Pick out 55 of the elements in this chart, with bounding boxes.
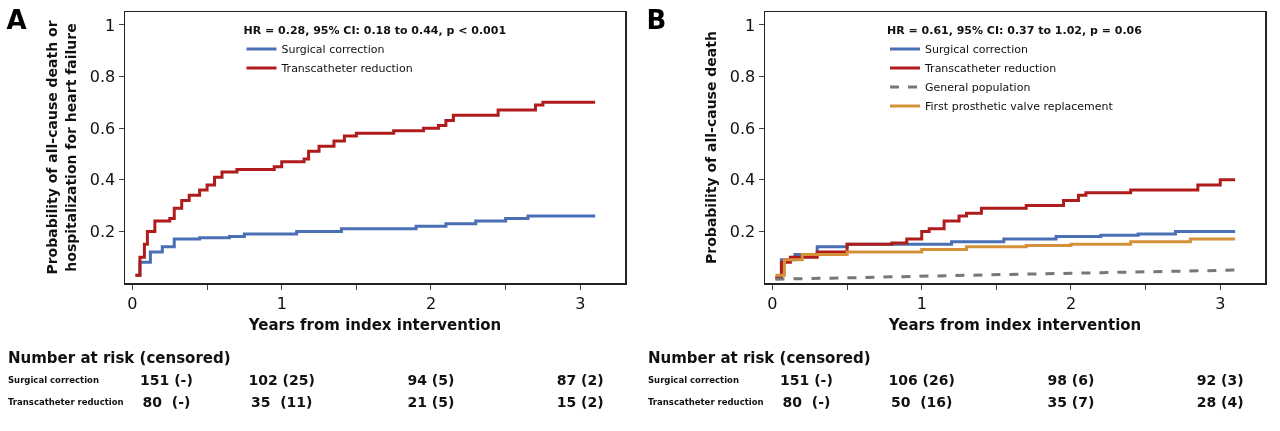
legend-label: General population	[925, 81, 1031, 95]
text: 151 (-)	[780, 372, 833, 388]
text: 28 (4)	[1196, 394, 1244, 410]
text: 94 (5)	[407, 372, 455, 388]
legend-title: HR = 0.61, 95% CI: 0.37 to 1.02, p = 0.06	[887, 24, 1143, 38]
legend-label: Transcatheter reduction	[280, 62, 413, 76]
text: 35 (11)	[250, 394, 313, 410]
y-tick-label: 0.6	[729, 118, 756, 138]
text: Surgical correction	[648, 375, 739, 385]
chart-title: B	[646, 4, 667, 35]
x-axis-title: Years from index intervention	[887, 316, 1142, 335]
chart-title: A	[6, 4, 27, 35]
x-axis-title: Years from index intervention	[247, 316, 502, 335]
legend-label: First prosthetic valve replacement	[925, 100, 1114, 114]
y-tick-label: 0.8	[89, 67, 116, 87]
y-tick-label: 0.6	[89, 118, 116, 138]
x-tick-label: 2	[425, 293, 437, 313]
text: 80 (-)	[142, 394, 191, 410]
y-tick-label: 1	[105, 15, 116, 35]
text: 92 (3)	[1196, 372, 1244, 388]
x-tick-label: 3	[1215, 293, 1226, 313]
text: Number at risk (censored)	[648, 349, 871, 367]
y-axis-title: Probability of all-cause death or hospitalization for heart failure	[44, 20, 79, 275]
text: 35 (7)	[1047, 394, 1095, 410]
text: 80 (-)	[782, 394, 831, 410]
text: Transcatheter reduction	[648, 397, 764, 407]
line-series	[773, 268, 1237, 281]
x-tick-label: 0	[767, 293, 778, 313]
y-tick-label: 0.4	[89, 170, 116, 190]
y-tick-label: 0.2	[89, 221, 116, 241]
legend-label: Surgical correction	[281, 43, 385, 57]
text: 21 (5)	[407, 394, 455, 410]
text: Surgical correction	[8, 375, 99, 385]
text: 98 (6)	[1047, 372, 1095, 388]
legend-label: Transcatheter reduction	[924, 62, 1057, 76]
legend-title: HR = 0.28, 95% CI: 0.18 to 0.44, p < 0.001	[243, 24, 507, 38]
x-tick-label: 1	[916, 293, 927, 313]
text: 50 (16)	[890, 394, 953, 410]
x-tick-label: 0	[127, 293, 138, 313]
legend-label: Surgical correction	[925, 43, 1028, 57]
text: Number at risk (censored)	[8, 349, 231, 367]
y-axis-title: Probability of all-cause death	[702, 31, 719, 264]
text: 151 (-)	[140, 372, 193, 388]
text: 102 (25)	[248, 372, 315, 388]
y-tick-label: 0.8	[729, 67, 756, 87]
text: 106 (26)	[888, 372, 955, 388]
y-tick-label: 1	[745, 15, 756, 35]
x-tick-label: 3	[575, 293, 586, 313]
text: Transcatheter reduction	[8, 397, 124, 407]
x-tick-label: 1	[276, 293, 287, 313]
x-tick-label: 2	[1065, 293, 1077, 313]
text: 15 (2)	[556, 394, 604, 410]
y-tick-label: 0.2	[729, 221, 756, 241]
text: 87 (2)	[556, 372, 604, 388]
y-tick-label: 0.4	[729, 170, 756, 190]
